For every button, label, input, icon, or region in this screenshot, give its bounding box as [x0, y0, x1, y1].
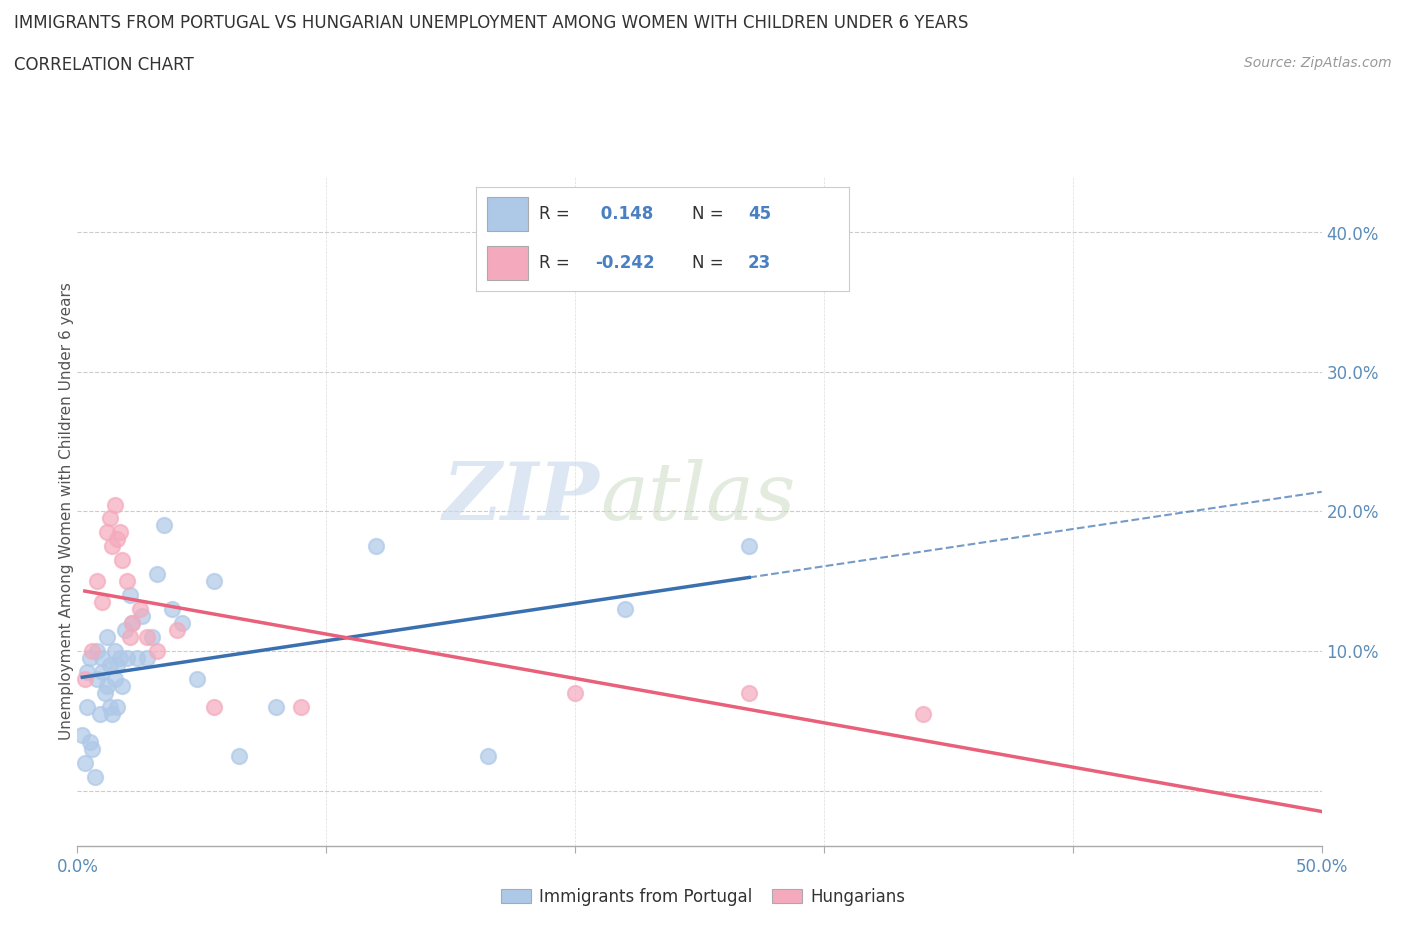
Text: ZIP: ZIP — [443, 459, 600, 537]
Point — [98, 658, 121, 672]
Point — [125, 651, 148, 666]
Point — [613, 602, 636, 617]
Point — [186, 671, 208, 686]
Point — [146, 567, 169, 582]
Point — [83, 769, 105, 784]
Point — [564, 685, 586, 700]
Text: CORRELATION CHART: CORRELATION CHART — [14, 56, 194, 73]
Point — [114, 623, 136, 638]
Point — [91, 651, 114, 666]
Point — [76, 699, 98, 714]
Text: atlas: atlas — [600, 459, 796, 537]
Point — [364, 539, 387, 554]
Point — [72, 727, 94, 742]
Y-axis label: Unemployment Among Women with Children Under 6 years: Unemployment Among Women with Children U… — [59, 283, 73, 740]
Point — [104, 671, 127, 686]
Point — [86, 671, 108, 686]
Point — [101, 707, 124, 722]
Point — [104, 644, 127, 658]
Point — [111, 552, 134, 567]
Point — [91, 664, 114, 679]
Point — [86, 644, 108, 658]
Point — [153, 518, 176, 533]
Point — [101, 539, 124, 554]
Point — [98, 512, 121, 526]
Point — [121, 616, 143, 631]
Point — [128, 602, 150, 617]
Point — [96, 679, 118, 694]
Point — [131, 609, 153, 624]
Point — [136, 630, 159, 644]
Point — [79, 735, 101, 750]
Point — [228, 748, 250, 763]
Point — [115, 574, 138, 589]
Point — [96, 630, 118, 644]
Point — [108, 525, 131, 539]
Point — [912, 707, 935, 722]
Point — [108, 651, 131, 666]
Point — [290, 699, 312, 714]
Point — [141, 630, 163, 644]
Point — [202, 574, 225, 589]
Point — [115, 651, 138, 666]
Point — [73, 755, 96, 770]
Point — [98, 699, 121, 714]
Point — [93, 685, 115, 700]
Point — [86, 574, 108, 589]
Legend: Immigrants from Portugal, Hungarians: Immigrants from Portugal, Hungarians — [494, 881, 912, 912]
Point — [266, 699, 288, 714]
Point — [202, 699, 225, 714]
Point — [91, 595, 114, 610]
Point — [79, 651, 101, 666]
Point — [73, 671, 96, 686]
Point — [170, 616, 193, 631]
Text: IMMIGRANTS FROM PORTUGAL VS HUNGARIAN UNEMPLOYMENT AMONG WOMEN WITH CHILDREN UND: IMMIGRANTS FROM PORTUGAL VS HUNGARIAN UN… — [14, 14, 969, 32]
Point — [111, 679, 134, 694]
Point — [477, 748, 499, 763]
Point — [136, 651, 159, 666]
Point — [105, 658, 128, 672]
Point — [105, 532, 128, 547]
Text: Source: ZipAtlas.com: Source: ZipAtlas.com — [1244, 56, 1392, 70]
Point — [82, 741, 104, 756]
Point — [738, 539, 761, 554]
Point — [105, 699, 128, 714]
Point — [121, 616, 143, 631]
Point — [104, 498, 127, 512]
Point — [118, 588, 141, 603]
Point — [82, 644, 104, 658]
Point — [96, 525, 118, 539]
Point — [738, 685, 761, 700]
Point — [146, 644, 169, 658]
Point — [89, 707, 111, 722]
Point — [160, 602, 183, 617]
Point — [166, 623, 188, 638]
Point — [118, 630, 141, 644]
Point — [76, 664, 98, 679]
